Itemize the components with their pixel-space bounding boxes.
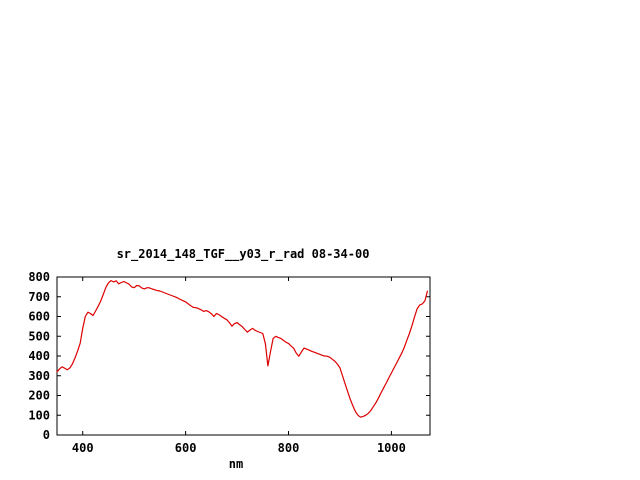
x-tick-label: 400 [72, 441, 94, 455]
y-tick-label: 0 [43, 428, 50, 442]
plot-title: sr_2014_148_TGF__y03_r_rad 08-34-00 [117, 247, 370, 262]
spectrum-line [56, 280, 428, 418]
plot-border [56, 276, 431, 436]
y-tick-label: 200 [28, 389, 50, 403]
y-tick-label: 700 [28, 290, 50, 304]
y-tick-label: 800 [28, 270, 50, 284]
x-axis-label: nm [229, 457, 243, 471]
y-tick-label: 500 [28, 329, 50, 343]
y-tick-label: 400 [28, 349, 50, 363]
x-tick-label: 600 [175, 441, 197, 455]
x-tick-label: 1000 [377, 441, 406, 455]
y-tick-label: 600 [28, 310, 50, 324]
x-tick-label: 800 [278, 441, 300, 455]
y-tick-label: 100 [28, 408, 50, 422]
y-tick-label: 300 [28, 369, 50, 383]
